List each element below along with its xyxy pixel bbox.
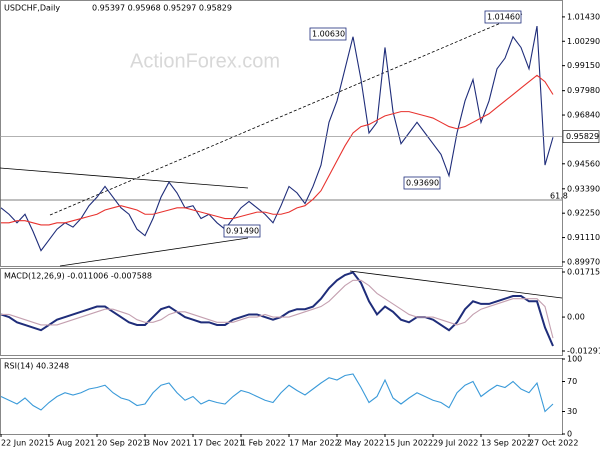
y-tick-label: -0.012917 bbox=[567, 346, 600, 355]
x-tick-label: 3 Nov 2021 bbox=[145, 439, 191, 448]
annotation-box bbox=[309, 27, 347, 41]
annotation-box bbox=[403, 176, 441, 190]
y-tick-label: 0.017156 bbox=[567, 268, 600, 277]
y-tick-label: 0.89970 bbox=[567, 257, 600, 266]
y-tick-label: 1.01430 bbox=[567, 12, 600, 21]
x-tick-label: 29 Jul 2022 bbox=[433, 439, 478, 448]
macd-title: MACD(12,26,9) -0.011006 -0.007588 bbox=[4, 272, 152, 281]
macd-panel bbox=[0, 268, 563, 356]
annotation: 1.00630 bbox=[312, 30, 345, 39]
y-tick-label: 0.00 bbox=[567, 313, 585, 322]
y-tick-label: 0.94560 bbox=[567, 159, 600, 168]
series-line bbox=[0, 271, 554, 347]
y-tick-label: 0.96840 bbox=[567, 111, 600, 120]
price-panel bbox=[0, 0, 563, 267]
y-tick-label: 1.00290 bbox=[567, 37, 600, 46]
series-line bbox=[1, 74, 554, 226]
ohlc-text: 0.95397 0.95968 0.95297 0.95829 bbox=[92, 4, 232, 13]
series-line bbox=[0, 373, 554, 413]
trend-line bbox=[0, 167, 249, 189]
annotation: 0.91490 bbox=[226, 227, 259, 236]
y-tick-label: 0.97980 bbox=[567, 86, 600, 95]
y-tick-label: 0.91110 bbox=[567, 233, 600, 242]
rsi-title: RSI(14) 40.3248 bbox=[4, 362, 69, 371]
trend-line bbox=[49, 13, 523, 216]
annotation-box bbox=[484, 10, 522, 24]
chart-title: USDCHF,Daily bbox=[4, 4, 60, 13]
x-tick-label: 22 Jun 2021 bbox=[1, 439, 49, 448]
series-line bbox=[1, 279, 554, 339]
x-tick-label: 17 Mar 2022 bbox=[289, 439, 340, 448]
y-tick-label: 0 bbox=[567, 430, 572, 439]
y-tick-label: 100 bbox=[567, 355, 582, 364]
x-tick-label: 27 Oct 2022 bbox=[529, 439, 578, 448]
last-price-label: 0.95829 bbox=[566, 132, 599, 141]
last-price-box bbox=[562, 130, 600, 143]
y-tick-label: 70 bbox=[567, 377, 577, 386]
trend-line bbox=[349, 270, 563, 299]
y-tick-label: 0.92250 bbox=[567, 209, 600, 218]
y-tick-label: 30 bbox=[567, 407, 577, 416]
trend-line bbox=[59, 237, 249, 267]
x-tick-label: 5 Aug 2021 bbox=[49, 439, 95, 448]
annotation: 61.8 bbox=[550, 192, 568, 201]
x-tick-label: 13 Sep 2022 bbox=[481, 439, 532, 448]
watermark: ActionForex.com bbox=[130, 50, 280, 72]
x-tick-label: 15 Jun 2022 bbox=[385, 439, 433, 448]
annotation: 0.93690 bbox=[406, 179, 439, 188]
y-tick-label: 0.93390 bbox=[567, 184, 600, 193]
rsi-panel bbox=[0, 358, 563, 435]
annotation: 1.01460 bbox=[487, 13, 520, 22]
x-tick-label: 17 Dec 2021 bbox=[193, 439, 244, 448]
y-tick-label: 0.99150 bbox=[567, 61, 600, 70]
x-tick-label: 20 Sep 2021 bbox=[97, 439, 148, 448]
x-tick-label: 2 May 2022 bbox=[337, 439, 384, 448]
x-tick-label: 1 Feb 2022 bbox=[241, 439, 286, 448]
annotation-box bbox=[223, 224, 261, 238]
